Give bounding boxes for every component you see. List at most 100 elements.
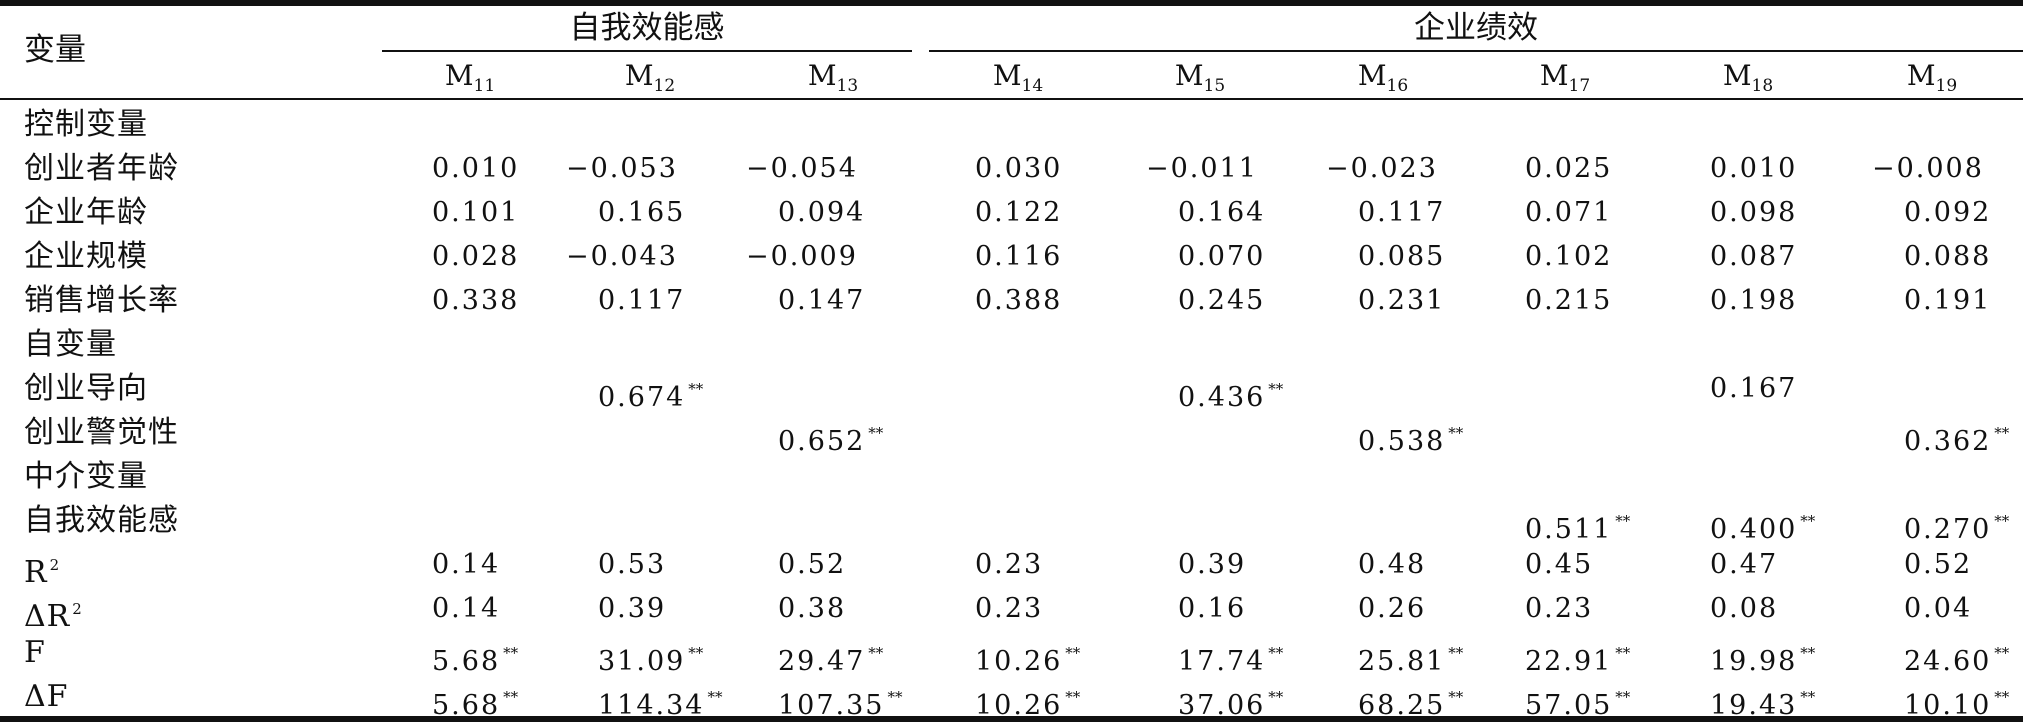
cell-value: −0.009: [746, 241, 858, 272]
cell-value: 0.098: [1710, 197, 1798, 228]
table-cell: −0.043: [566, 235, 678, 279]
row-label-text: 企业年龄: [24, 195, 148, 230]
significance-marker: **: [503, 688, 519, 706]
table-cell: 10.26 **: [975, 675, 1080, 721]
cell-value: 68.25: [1358, 690, 1446, 721]
cell-value: 0.122: [975, 197, 1063, 228]
table-cell: −0.008: [1872, 147, 1984, 191]
table-cell: 0.028: [432, 235, 519, 279]
cell-value: 0.085: [1358, 241, 1446, 272]
significance-marker: **: [688, 644, 704, 662]
row-label: 企业年龄: [24, 191, 148, 235]
significance-marker: **: [868, 424, 884, 442]
group-header-self-efficacy: 自我效能感: [569, 10, 725, 46]
table-cell: 0.071: [1525, 191, 1612, 235]
cell-value: 0.538: [1358, 426, 1446, 457]
cell-value: 0.45: [1525, 549, 1594, 580]
cell-value: 5.68: [432, 646, 501, 677]
cell-value: 0.53: [598, 549, 667, 580]
significance-marker: **: [1800, 644, 1816, 662]
model-header-subscript: 17: [1568, 76, 1591, 96]
row-label-text: 创业警觉性: [24, 415, 179, 450]
model-header-letter: M: [807, 59, 837, 92]
table-cell: 0.53: [598, 543, 666, 587]
row-label-superscript: 2: [72, 600, 83, 618]
table-cell: 0.164: [1178, 191, 1265, 235]
table-cell: 107.35 **: [778, 675, 903, 721]
table-cell: 0.198: [1710, 279, 1797, 323]
table-cell: 0.122: [975, 191, 1062, 235]
model-header-subscript: 16: [1386, 76, 1409, 96]
row-label-text: F: [24, 635, 46, 670]
table-cell: 25.81 **: [1358, 631, 1463, 677]
row-label-text: 控制变量: [24, 107, 148, 142]
row-label-text: 自变量: [24, 327, 117, 362]
row-label: F: [24, 631, 46, 675]
table-cell: 5.68 **: [432, 631, 518, 677]
cell-value: 31.09: [598, 646, 686, 677]
row-label-text: 销售增长率: [24, 283, 179, 318]
model-header-subscript: 12: [653, 76, 676, 96]
model-header-letter: M: [624, 59, 654, 92]
cell-value: 0.245: [1178, 285, 1266, 316]
cell-value: 0.52: [1904, 549, 1973, 580]
table-cell: 0.08: [1710, 587, 1778, 631]
cell-value: 0.087: [1710, 241, 1798, 272]
significance-marker: **: [868, 644, 884, 662]
cell-value: 0.04: [1904, 593, 1973, 624]
table-cell: 0.087: [1710, 235, 1797, 279]
cell-value: −0.053: [566, 153, 678, 184]
significance-marker: **: [1800, 512, 1816, 530]
row-label-text: 创业者年龄: [24, 151, 179, 186]
table-cell: −0.054: [746, 147, 858, 191]
significance-marker: **: [1448, 688, 1464, 706]
table-cell: 0.45: [1525, 543, 1593, 587]
model-header-subscript: 15: [1203, 76, 1226, 96]
cell-value: 22.91: [1525, 646, 1613, 677]
table-cell: 0.191: [1904, 279, 1991, 323]
model-header-m13: M13: [753, 54, 913, 98]
table-cell: 0.117: [1358, 191, 1445, 235]
cell-value: 0.52: [778, 549, 847, 580]
table-cell: 31.09 **: [598, 631, 704, 677]
table-cell: 0.085: [1358, 235, 1445, 279]
cell-value: 0.14: [432, 593, 501, 624]
cell-value: 0.338: [432, 285, 520, 316]
table-cell: 0.116: [975, 235, 1062, 279]
cell-value: 25.81: [1358, 646, 1446, 677]
cell-value: 0.39: [1178, 549, 1247, 580]
model-header-subscript: 14: [1021, 76, 1044, 96]
significance-marker: **: [887, 688, 903, 706]
cell-value: 0.23: [1525, 593, 1594, 624]
table-cell: 0.652 **: [778, 411, 884, 457]
cell-value: 29.47: [778, 646, 866, 677]
model-header-m14: M14: [938, 54, 1098, 98]
model-header-letter: M: [1174, 59, 1204, 92]
table-cell: 0.538 **: [1358, 411, 1463, 457]
cell-value: 0.010: [432, 153, 520, 184]
table-cell: 0.511 **: [1525, 499, 1630, 545]
significance-marker: **: [1615, 644, 1631, 662]
row-label: 中介变量: [24, 455, 148, 499]
table-cell: 0.098: [1710, 191, 1797, 235]
cell-value: 37.06: [1178, 690, 1266, 721]
table-cell: 10.26 **: [975, 631, 1080, 677]
cell-value: 0.165: [598, 197, 686, 228]
table-cell: 0.270 **: [1904, 499, 2009, 545]
table-cell: 0.400 **: [1710, 499, 1816, 545]
significance-marker: **: [1268, 688, 1284, 706]
cell-value: 0.116: [975, 241, 1063, 272]
cell-value: 0.08: [1710, 593, 1779, 624]
cell-value: 0.23: [975, 549, 1044, 580]
model-header-subscript: 11: [473, 76, 496, 96]
table-cell: 37.06 **: [1178, 675, 1284, 721]
group-underline-self-efficacy: [382, 50, 912, 52]
cell-value: 0.652: [778, 426, 866, 457]
cell-value: 10.26: [975, 690, 1063, 721]
cell-value: 0.198: [1710, 285, 1798, 316]
cell-value: 0.47: [1710, 549, 1779, 580]
cell-value: 0.191: [1904, 285, 1992, 316]
cell-value: 107.35: [778, 690, 885, 721]
row-label-text: 创业导向: [24, 371, 148, 406]
